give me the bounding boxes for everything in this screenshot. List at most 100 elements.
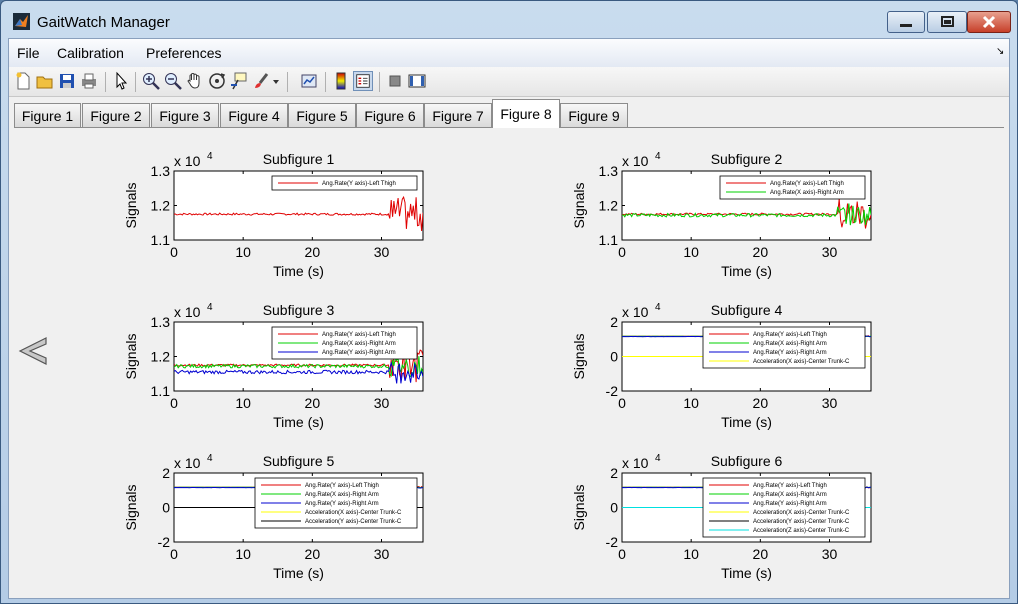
print-icon[interactable] [79,71,99,91]
legend-box [271,175,418,191]
y-tick-label: 0 [610,349,618,365]
axis-exponent-power: 4 [655,453,661,464]
axis-exponent-power: 4 [207,302,213,313]
y-tick-label: 1.1 [151,232,171,248]
legend-entry: Ang.Rate(Y axis)-Left Thigh [322,181,396,187]
y-axis-label: Signals [123,334,139,380]
y-axis-label: Signals [571,485,587,531]
legend-entry: Ang.Rate(Y axis)-Left Thigh [305,483,379,489]
x-axis-label: Time (s) [273,263,324,279]
tab-figure-7[interactable]: Figure 7 [424,103,492,127]
tab-figure-2[interactable]: Figure 2 [82,103,150,127]
figure-tab-strip: Figure 1 Figure 2 Figure 3 Figure 4 Figu… [14,99,1004,129]
subfigure-title: Subfigure 4 [711,302,783,318]
hide-plot-tools-icon[interactable] [385,71,405,91]
tab-figure-1[interactable]: Figure 1 [14,103,81,127]
toolbar-separator [287,72,288,92]
x-tick-label: 10 [235,546,251,562]
series-line [174,356,423,378]
tab-figure-6[interactable]: Figure 6 [356,103,424,127]
tab-figure-8[interactable]: Figure 8 [492,99,560,128]
x-tick-label: 30 [822,244,838,260]
link-plot-icon[interactable] [299,71,319,91]
legend-entry: Ang.Rate(X axis)-Right Arm [322,341,396,347]
subfigure-title: Subfigure 2 [711,151,783,167]
subfigure-title: Subfigure 5 [263,453,335,469]
data-cursor-icon[interactable] [229,71,249,91]
x-tick-label: 0 [170,244,178,260]
legend-box [702,477,866,538]
tab-figure-4[interactable]: Figure 4 [220,103,288,127]
close-icon [982,15,996,29]
axis-exponent: x 10 [622,304,649,320]
legend-entry: Ang.Rate(X axis)-Right Arm [753,492,827,498]
restore-icon [941,16,954,27]
tab-figure-9[interactable]: Figure 9 [560,103,628,127]
legend-entry: Ang.Rate(Y axis)-Left Thigh [753,483,827,489]
zoom-out-icon[interactable] [163,71,183,91]
axis-exponent: x 10 [174,455,201,471]
y-tick-label: -2 [158,534,171,550]
brush-dropdown-icon[interactable] [271,71,281,91]
x-axis-label: Time (s) [721,414,772,430]
menu-file[interactable]: File [17,45,40,61]
subfigure-title: Subfigure 1 [263,151,335,167]
title-bar[interactable]: GaitWatch Manager [1,1,1017,39]
x-tick-label: 20 [753,244,769,260]
show-plot-tools-icon[interactable] [407,71,427,91]
y-tick-label: 2 [610,465,618,481]
axis-exponent: x 10 [174,153,201,169]
client-area: File Calibration Preferences ↘ [8,38,1010,599]
legend-box [719,175,866,200]
y-tick-label: 1.2 [151,349,171,365]
zoom-in-icon[interactable] [141,71,161,91]
legend-entry: Ang.Rate(Y axis)-Left Thigh [770,181,844,187]
y-tick-label: -2 [606,383,619,399]
x-tick-label: 30 [822,546,838,562]
axis-exponent-power: 4 [207,453,213,464]
x-tick-label: 10 [235,244,251,260]
x-tick-label: 10 [683,546,699,562]
axis-exponent-power: 4 [207,151,213,162]
new-figure-icon[interactable] [13,71,33,91]
menu-preferences[interactable]: Preferences [146,45,222,61]
x-tick-label: 20 [305,244,321,260]
legend-entry: Ang.Rate(Y axis)-Left Thigh [322,332,396,338]
y-tick-label: 1.3 [599,163,619,179]
pointer-icon[interactable] [111,71,131,91]
x-tick-label: 30 [822,395,838,411]
series-line [622,198,871,229]
brush-icon[interactable] [251,71,271,91]
undock-icon[interactable]: ↘ [996,46,1005,57]
rotate-3d-icon[interactable] [207,71,227,91]
maximize-button[interactable] [927,11,967,33]
previous-arrow-icon[interactable] [16,336,50,366]
y-tick-label: 1.2 [151,198,171,214]
axis-exponent: x 10 [174,304,201,320]
legend-entry: Acceleration(X axis)-Center Trunk-C [753,510,850,516]
menu-calibration[interactable]: Calibration [57,45,124,61]
tab-figure-3[interactable]: Figure 3 [151,103,219,127]
open-file-icon[interactable] [35,71,55,91]
minimize-button[interactable] [887,11,925,33]
axis-exponent: x 10 [622,153,649,169]
x-axis-label: Time (s) [273,565,324,581]
subfigure-2: Subfigure 2 x 10 4 0 10 20 30 1.1 1.2 1.3 Time (s)… [554,150,974,302]
subfigure-title: Subfigure 6 [711,453,783,469]
x-tick-label: 20 [305,546,321,562]
tab-figure-5[interactable]: Figure 5 [288,103,356,127]
pan-hand-icon[interactable] [185,71,205,91]
close-button[interactable] [967,11,1011,33]
x-tick-label: 30 [374,244,390,260]
axis-exponent-power: 4 [655,151,661,162]
y-tick-label: 1.1 [599,232,619,248]
x-tick-label: 20 [753,546,769,562]
legend-icon[interactable] [353,71,373,91]
colorbar-icon[interactable] [331,71,351,91]
subfigure-chart: Subfigure 1 x 10 4 0 10 20 30 1.1 1.2 1.3 Time (s)… [123,151,424,279]
save-icon[interactable] [57,71,77,91]
menu-bar: File Calibration Preferences ↘ [9,39,1009,67]
